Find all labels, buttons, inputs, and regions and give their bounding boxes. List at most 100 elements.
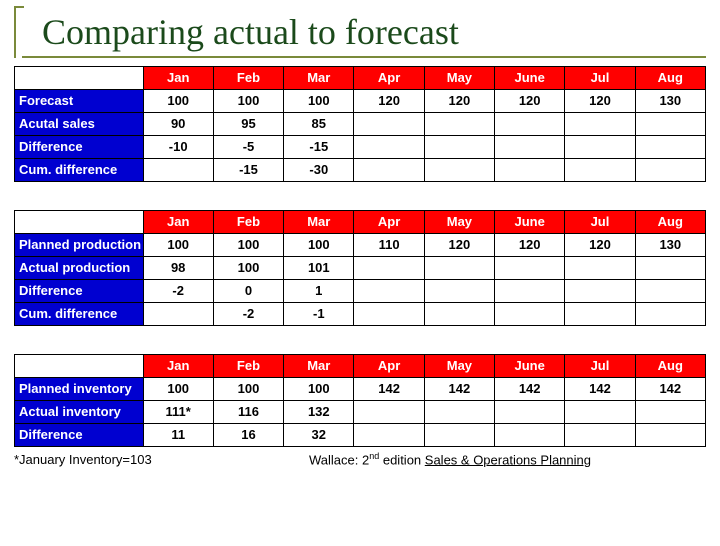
table-row: Actual inventory 111* 116 132 <box>15 400 706 423</box>
row-label: Forecast <box>15 89 144 112</box>
title-bar: Comparing actual to forecast <box>14 6 706 58</box>
cell <box>565 423 635 446</box>
cell: 32 <box>284 423 354 446</box>
table-row: Forecast 100 100 100 120 120 120 120 130 <box>15 89 706 112</box>
cell: 98 <box>143 256 213 279</box>
month-header: Aug <box>635 354 705 377</box>
cell <box>495 256 565 279</box>
cell: 142 <box>354 377 424 400</box>
cell: 85 <box>284 112 354 135</box>
row-label: Planned production <box>15 233 144 256</box>
cell: 0 <box>213 279 283 302</box>
month-header: June <box>495 210 565 233</box>
cell <box>495 400 565 423</box>
month-header: Apr <box>354 210 424 233</box>
cell <box>565 112 635 135</box>
cell <box>354 135 424 158</box>
cell: 120 <box>424 89 494 112</box>
month-header: Mar <box>284 210 354 233</box>
table-row: Acutal sales 90 95 85 <box>15 112 706 135</box>
table-row: Planned production 100 100 100 110 120 1… <box>15 233 706 256</box>
cell <box>565 135 635 158</box>
table-row: Cum. difference -15 -30 <box>15 158 706 181</box>
cell: 90 <box>143 112 213 135</box>
month-header: June <box>495 354 565 377</box>
cell <box>424 158 494 181</box>
cell <box>635 400 705 423</box>
cell: 111* <box>143 400 213 423</box>
cell <box>565 302 635 325</box>
cell <box>424 112 494 135</box>
cell: 142 <box>565 377 635 400</box>
cell: 120 <box>424 233 494 256</box>
citation-title: Sales & Operations Planning <box>425 452 591 467</box>
tables-container: Jan Feb Mar Apr May June Jul Aug Forecas… <box>14 66 706 447</box>
header-blank <box>15 66 144 89</box>
month-header: Aug <box>635 66 705 89</box>
cell: 120 <box>354 89 424 112</box>
month-header: Jan <box>143 354 213 377</box>
row-label: Acutal sales <box>15 112 144 135</box>
cell <box>424 400 494 423</box>
header-row: Jan Feb Mar Apr May June Jul Aug <box>15 354 706 377</box>
cell <box>354 302 424 325</box>
month-header: May <box>424 66 494 89</box>
cell: 95 <box>213 112 283 135</box>
forecast-table: Jan Feb Mar Apr May June Jul Aug Forecas… <box>14 66 706 182</box>
table-row: Cum. difference -2 -1 <box>15 302 706 325</box>
cell <box>635 256 705 279</box>
cell <box>354 112 424 135</box>
cell: 142 <box>424 377 494 400</box>
cell <box>495 423 565 446</box>
cell: 16 <box>213 423 283 446</box>
row-label: Actual production <box>15 256 144 279</box>
header-blank <box>15 210 144 233</box>
cell: 130 <box>635 89 705 112</box>
cell: 100 <box>213 233 283 256</box>
cell: 120 <box>495 89 565 112</box>
cell <box>424 256 494 279</box>
month-header: May <box>424 354 494 377</box>
cell: 100 <box>284 377 354 400</box>
inventory-table: Jan Feb Mar Apr May June Jul Aug Planned… <box>14 354 706 447</box>
table-row: Difference 11 16 32 <box>15 423 706 446</box>
cell <box>635 112 705 135</box>
cell: 120 <box>495 233 565 256</box>
table-row: Planned inventory 100 100 100 142 142 14… <box>15 377 706 400</box>
cell: 120 <box>565 233 635 256</box>
month-header: Apr <box>354 66 424 89</box>
cell <box>354 279 424 302</box>
cell: 100 <box>143 233 213 256</box>
cell: 100 <box>213 377 283 400</box>
citation-sup: nd <box>369 451 379 461</box>
row-label: Cum. difference <box>15 302 144 325</box>
cell: -15 <box>284 135 354 158</box>
month-header: Mar <box>284 354 354 377</box>
cell <box>495 302 565 325</box>
row-label: Actual inventory <box>15 400 144 423</box>
cell: 110 <box>354 233 424 256</box>
cell: -2 <box>143 279 213 302</box>
cell: 132 <box>284 400 354 423</box>
table-row: Difference -2 0 1 <box>15 279 706 302</box>
table-row: Difference -10 -5 -15 <box>15 135 706 158</box>
month-header: Aug <box>635 210 705 233</box>
cell: -15 <box>213 158 283 181</box>
cell: 120 <box>565 89 635 112</box>
cell: 100 <box>284 89 354 112</box>
cell <box>143 302 213 325</box>
month-header: Jan <box>143 66 213 89</box>
cell <box>354 158 424 181</box>
month-header: Jul <box>565 354 635 377</box>
cell: -2 <box>213 302 283 325</box>
cell: 100 <box>284 233 354 256</box>
citation-mid: edition <box>379 452 425 467</box>
cell <box>635 302 705 325</box>
cell <box>495 135 565 158</box>
cell: 142 <box>495 377 565 400</box>
month-header: Jul <box>565 66 635 89</box>
month-header: Jul <box>565 210 635 233</box>
row-label: Difference <box>15 135 144 158</box>
cell: 142 <box>635 377 705 400</box>
header-row: Jan Feb Mar Apr May June Jul Aug <box>15 210 706 233</box>
